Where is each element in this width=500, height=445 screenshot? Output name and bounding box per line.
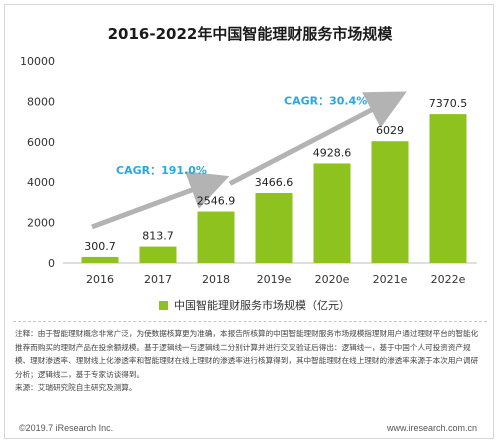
y-tick-label: 2000 bbox=[27, 217, 55, 230]
copyright: ©2019.7 iResearch Inc. bbox=[19, 423, 114, 433]
x-tick-label: 2019e bbox=[257, 273, 292, 286]
bar bbox=[197, 211, 235, 263]
x-tick-label: 2016 bbox=[86, 273, 114, 286]
bar bbox=[255, 192, 293, 263]
data-label: 2546.9 bbox=[197, 195, 236, 208]
bar bbox=[371, 141, 409, 263]
bar bbox=[139, 246, 177, 263]
cagr-annotation: CAGR：30.4% bbox=[284, 94, 367, 107]
chart-notes: 注释：由于智能理财概念非常广泛，为使数据核算更为准确，本报告所核算的中国智能理财… bbox=[15, 327, 485, 395]
bars: 300.7 813.7 2546.9 3466.6 4928.6 6029 7370.5 bbox=[81, 97, 468, 263]
bar bbox=[429, 114, 467, 263]
growth-arrow bbox=[91, 171, 230, 230]
x-tick-label: 2021e bbox=[373, 273, 408, 286]
legend-label: 中国智能理财服务市场规模（亿元） bbox=[174, 299, 350, 312]
data-label: 813.7 bbox=[142, 230, 174, 243]
website: www.iresearch.com.cn bbox=[386, 423, 477, 433]
y-tick-label: 0 bbox=[48, 257, 55, 270]
bar bbox=[81, 256, 119, 263]
growth-arrows: CAGR：191.0% CAGR：30.4% bbox=[91, 91, 407, 230]
divider bbox=[13, 321, 487, 322]
legend: 中国智能理财服务市场规模（亿元） bbox=[159, 297, 350, 313]
legend-swatch bbox=[159, 300, 168, 310]
x-tick-label: 2018 bbox=[202, 273, 230, 286]
x-axis: 2016 2017 2018 2019e 2020e 2021e 2022e bbox=[86, 273, 466, 286]
source-text: 来源：艾瑞研究院自主研究及测算。 bbox=[15, 383, 137, 392]
cagr-annotation: CAGR：191.0% bbox=[116, 164, 207, 177]
data-label: 300.7 bbox=[84, 240, 116, 253]
x-tick-label: 2022e bbox=[431, 273, 466, 286]
bar-chart: 0 2000 4000 6000 8000 10000 CAGR：191.0% CAGR：3… bbox=[20, 55, 477, 286]
growth-arrow bbox=[228, 91, 407, 186]
chart-frame: 2016-2022年中国智能理财服务市场规模 0 2000 4000 6000 8000… bbox=[4, 4, 494, 439]
bar bbox=[313, 163, 351, 263]
chart-title: 2016-2022年中国智能理财服务市场规模 bbox=[107, 25, 393, 43]
data-label: 6029 bbox=[376, 124, 404, 137]
data-label: 7370.5 bbox=[429, 97, 468, 110]
y-tick-label: 8000 bbox=[27, 95, 55, 108]
data-label: 4928.6 bbox=[313, 146, 352, 159]
x-tick-label: 2017 bbox=[144, 273, 172, 286]
y-tick-label: 4000 bbox=[27, 176, 55, 189]
y-tick-label: 6000 bbox=[27, 136, 55, 149]
x-tick-label: 2020e bbox=[315, 273, 350, 286]
y-tick-label: 10000 bbox=[20, 55, 55, 68]
note-text: 注释：由于智能理财概念非常广泛，为使数据核算更为准确，本报告所核算的中国智能理财… bbox=[15, 329, 479, 379]
data-label: 3466.6 bbox=[255, 176, 294, 189]
